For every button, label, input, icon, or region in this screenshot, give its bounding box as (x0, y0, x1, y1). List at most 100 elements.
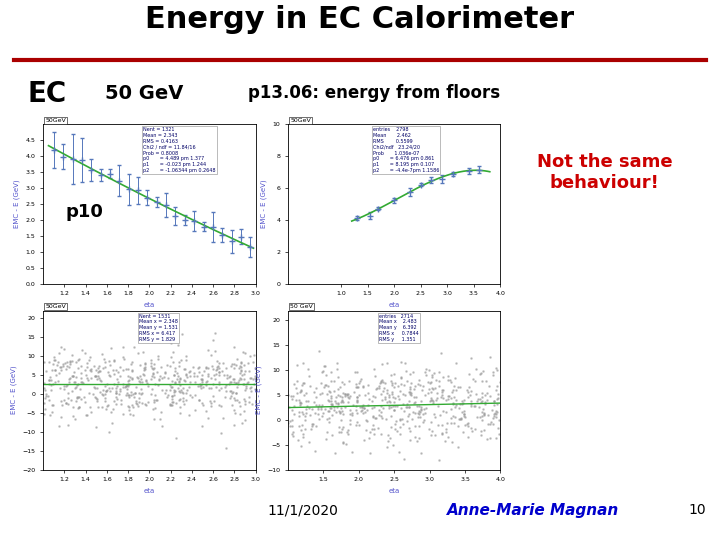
Point (301, 402, 312, 411)
Point (354, 377, 366, 386)
Point (477, 393, 488, 401)
Point (111, 394, 122, 403)
Point (394, 448, 405, 456)
Point (332, 400, 343, 408)
Point (75, 361, 86, 370)
Point (205, 398, 217, 407)
Point (127, 375, 138, 383)
Point (366, 424, 378, 433)
Point (383, 401, 395, 410)
Point (344, 416, 356, 424)
Point (168, 371, 180, 380)
Point (234, 373, 246, 382)
Point (342, 397, 354, 406)
Point (442, 375, 454, 384)
Point (238, 361, 250, 369)
Point (456, 408, 467, 417)
Point (415, 405, 427, 414)
Point (89, 392, 100, 401)
Point (392, 381, 404, 390)
Text: entries   2714
Mean x    2.483
Mean y    6.392
RMS x     0.7844
RMS y     1.351: entries 2714 Mean x 2.483 Mean y 6.392 R… (379, 314, 419, 342)
Point (124, 373, 135, 382)
Point (155, 363, 166, 372)
Point (284, 422, 296, 431)
Point (342, 430, 354, 438)
Point (357, 409, 369, 417)
Point (418, 382, 429, 391)
Point (148, 373, 160, 381)
Point (171, 434, 182, 443)
Point (333, 407, 345, 415)
Point (91, 375, 103, 384)
Point (341, 390, 353, 399)
Point (209, 375, 220, 383)
Point (437, 394, 449, 402)
Point (307, 420, 319, 429)
Point (465, 387, 477, 395)
Point (439, 437, 451, 445)
Point (197, 401, 208, 409)
Point (235, 362, 246, 371)
Point (456, 414, 467, 422)
Point (45, 373, 56, 381)
Point (332, 390, 343, 399)
Point (145, 361, 157, 370)
Point (148, 398, 160, 407)
Point (174, 374, 186, 383)
Point (161, 361, 173, 369)
Point (469, 377, 480, 386)
Point (247, 374, 258, 383)
Point (379, 393, 391, 401)
Point (423, 424, 435, 433)
Point (336, 396, 347, 404)
Point (285, 392, 297, 401)
Point (450, 396, 462, 404)
Point (455, 415, 467, 423)
Point (348, 388, 360, 396)
Point (429, 431, 441, 440)
Point (72, 379, 84, 388)
Point (465, 424, 477, 433)
Point (107, 405, 119, 414)
Point (51, 361, 63, 369)
Point (207, 336, 218, 345)
Point (162, 374, 174, 382)
Point (66, 350, 78, 359)
Point (153, 381, 164, 389)
Point (115, 396, 127, 405)
Point (135, 372, 146, 380)
Point (469, 424, 481, 433)
Point (39, 410, 50, 418)
Point (161, 393, 173, 401)
Point (55, 362, 67, 371)
Point (43, 376, 55, 384)
Y-axis label: EMC - E (GeV): EMC - E (GeV) (256, 366, 262, 415)
Point (148, 415, 160, 423)
Point (184, 378, 195, 387)
Point (185, 367, 197, 375)
Point (458, 399, 469, 408)
Point (429, 384, 441, 393)
Point (220, 383, 231, 392)
Point (451, 386, 462, 395)
Point (223, 372, 235, 381)
Point (346, 410, 358, 419)
Point (123, 406, 135, 415)
Point (489, 410, 500, 418)
Point (166, 353, 177, 362)
Point (236, 418, 248, 427)
Point (317, 411, 328, 420)
Point (211, 366, 222, 374)
Point (351, 397, 363, 406)
Point (153, 374, 164, 383)
Point (353, 420, 364, 429)
Point (55, 366, 66, 375)
Point (122, 372, 133, 381)
Point (475, 426, 487, 435)
Point (228, 394, 240, 402)
Point (441, 425, 452, 434)
Point (168, 347, 179, 356)
Point (125, 388, 136, 397)
Point (231, 395, 243, 404)
Point (293, 412, 305, 421)
